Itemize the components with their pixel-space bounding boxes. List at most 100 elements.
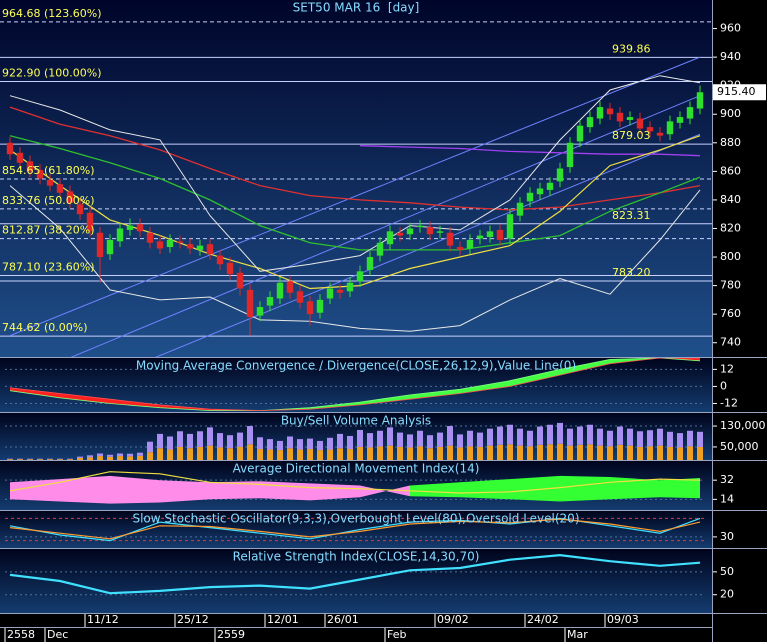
candle-body	[86, 212, 94, 232]
x-tick-label: 24/02	[527, 613, 559, 626]
candle-body	[416, 225, 424, 228]
volume-bar	[67, 458, 73, 460]
candle-body	[366, 257, 374, 270]
volume-bar	[157, 448, 163, 460]
volume-bar	[397, 446, 403, 460]
band-fill	[60, 475, 110, 504]
volume-bar	[67, 459, 73, 460]
x-tick-label: 25/12	[177, 613, 209, 626]
volume-bar	[347, 449, 353, 460]
candle-body	[96, 232, 104, 258]
level-label: 854.65 (61.80%)	[2, 164, 95, 177]
volume-bar	[657, 445, 663, 460]
volume-bar	[577, 426, 583, 445]
y-tick-label: 14	[720, 492, 734, 505]
volume-bar	[537, 444, 543, 460]
volume-bar	[307, 449, 313, 460]
volume-bar	[37, 458, 43, 460]
band-fill	[460, 479, 510, 500]
candle-body	[456, 247, 464, 250]
y-tick-label: 0	[720, 379, 727, 392]
volume-bar	[437, 432, 443, 447]
volume-bar	[177, 431, 183, 447]
candle-body	[616, 112, 624, 122]
y-tick-label: 860	[720, 164, 741, 177]
candle-body	[696, 92, 704, 109]
candle-body	[666, 121, 674, 135]
band-fill	[410, 389, 460, 400]
candle-body	[66, 191, 74, 203]
panel-layer	[5, 517, 705, 542]
band-fill	[110, 475, 160, 504]
band-fill	[60, 393, 110, 404]
volume-bar	[197, 446, 203, 460]
panel-title: SET50 MAR 16 [day]	[293, 1, 420, 15]
candle-body	[676, 117, 684, 123]
candle-body	[476, 235, 484, 239]
volume-bar	[97, 453, 103, 457]
volume-bar	[597, 445, 603, 460]
volume-bar	[217, 447, 223, 460]
volume-bar	[87, 455, 93, 458]
volume-bar	[227, 435, 233, 449]
volume-bar	[527, 430, 533, 447]
y-tick-label: -12	[720, 396, 738, 409]
volume-bar	[567, 445, 573, 460]
band-fill	[410, 482, 460, 498]
y-tick-label: 940	[720, 50, 741, 63]
x-tick-label: 11/12	[87, 613, 119, 626]
volume-bar	[217, 433, 223, 448]
volume-bar	[117, 453, 123, 457]
volume-bar	[677, 447, 683, 460]
volume-bar	[7, 459, 13, 460]
candle-body	[6, 142, 14, 155]
panel-layer	[5, 553, 705, 596]
volume-bar	[517, 445, 523, 460]
band-fill	[260, 481, 310, 501]
volume-bar	[387, 445, 393, 460]
candle-body	[686, 107, 694, 119]
candle-body	[216, 255, 224, 265]
volume-bar	[187, 448, 193, 460]
volume-bar	[687, 446, 693, 460]
volume-bar	[57, 458, 63, 460]
volume-bar	[447, 445, 453, 460]
volume-bar	[627, 445, 633, 460]
panel-layer	[5, 471, 705, 504]
series-line	[9, 185, 701, 332]
volume-bar	[497, 426, 503, 445]
candle-body	[406, 228, 414, 235]
volume-bar	[367, 433, 373, 448]
y-tick-label: 760	[720, 307, 741, 320]
volume-bar	[397, 432, 403, 447]
volume-bar	[337, 433, 343, 449]
candle-body	[346, 282, 354, 292]
last-price-tag	[713, 84, 766, 101]
band-fill	[560, 475, 610, 502]
band-fill	[460, 380, 510, 394]
volume-bar	[667, 431, 673, 447]
series-line	[9, 358, 701, 411]
volume-bar	[37, 459, 43, 460]
volume-bar	[277, 450, 283, 460]
volume-bar	[47, 459, 53, 460]
volume-bar	[317, 450, 323, 460]
candle-body	[76, 204, 84, 215]
candle-body	[356, 271, 364, 282]
volume-bar	[177, 446, 183, 460]
last-price-label: 915.40	[717, 85, 756, 98]
candle-body	[386, 231, 394, 245]
volume-bar	[17, 459, 23, 460]
volume-bar	[617, 444, 623, 460]
candle-body	[556, 168, 564, 182]
panel-title: Moving Average Convergence / Divergence(…	[136, 359, 576, 373]
candle-body	[436, 231, 444, 233]
candle-body	[156, 241, 164, 249]
volume-bar	[627, 428, 633, 446]
volume-bar	[447, 426, 453, 446]
candle-body	[16, 152, 24, 163]
volume-bar	[427, 435, 433, 449]
volume-bar	[287, 436, 293, 449]
candle-body	[446, 232, 454, 246]
